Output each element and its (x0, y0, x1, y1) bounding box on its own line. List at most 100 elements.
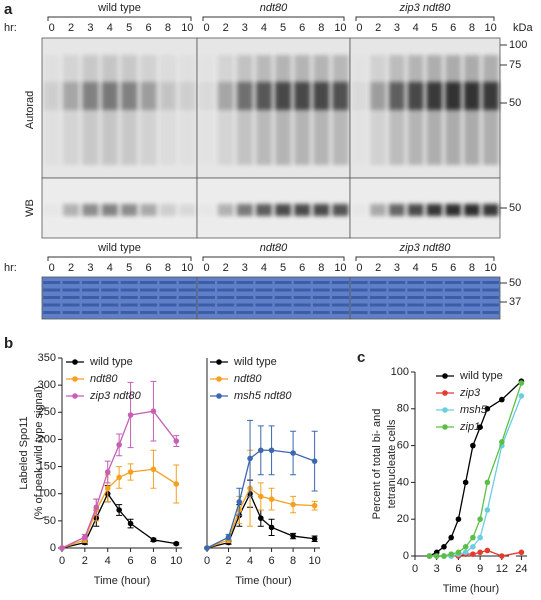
point (290, 533, 296, 539)
point (470, 534, 476, 541)
coomassie-band (159, 281, 177, 284)
coomassie-band (178, 311, 196, 314)
coomassie-band (159, 311, 177, 314)
band (43, 82, 60, 110)
point (258, 515, 264, 521)
coomassie-band (81, 288, 99, 292)
coomassie-band (101, 296, 119, 299)
legend-dot (442, 373, 448, 379)
series-line (206, 449, 315, 549)
coomassie-band (198, 311, 215, 314)
legend-dot (72, 359, 78, 365)
coomassie-band (217, 296, 235, 299)
coomassie-band (255, 281, 273, 284)
coomassie-band (351, 281, 368, 284)
y-axis-label: Percent of total bi- and (371, 409, 383, 520)
coomassie-band (120, 311, 138, 314)
coomassie-band (388, 296, 406, 299)
bracket (202, 16, 345, 21)
group-label: zip3 ndt80 (399, 2, 452, 14)
point (59, 545, 65, 551)
coomassie-band (293, 281, 311, 284)
wb-band (332, 204, 349, 216)
lane-label: 0 (49, 22, 55, 34)
lane-label: 0 (356, 262, 362, 274)
coomassie-band (369, 303, 387, 307)
point (104, 485, 111, 492)
lane-label: 3 (87, 262, 93, 274)
legend-dot (216, 393, 222, 399)
legend-label: wild type (89, 356, 133, 368)
coomassie-band (351, 296, 368, 299)
coomassie-band (236, 311, 254, 314)
coomassie-band (407, 303, 424, 307)
y-tick-label: 20 (397, 513, 409, 525)
lane-label: 3 (87, 22, 93, 34)
x-tick-label: 9 (477, 563, 483, 575)
coomassie-band (178, 296, 196, 299)
x-axis-label: Time (hour) (94, 575, 150, 587)
lane-label: 5 (431, 22, 437, 34)
band (121, 82, 138, 110)
point (518, 549, 525, 556)
coomassie-band (178, 281, 196, 284)
coomassie-band (255, 288, 273, 292)
wb-band (199, 204, 215, 216)
bracket (47, 256, 192, 261)
coomassie-band (198, 281, 215, 284)
coomassie-band (388, 288, 406, 292)
point (236, 499, 243, 505)
coomassie-band (81, 303, 99, 307)
coomassie-band (407, 296, 424, 299)
lane-label: 5 (126, 22, 132, 34)
coomassie-band (407, 281, 424, 284)
wb-band (352, 204, 368, 216)
coomassie-band (101, 281, 119, 284)
coomassie-band (81, 281, 99, 284)
point (462, 479, 469, 486)
wb-band (255, 204, 272, 216)
lane-label: 8 (165, 262, 171, 274)
coomassie-band (312, 303, 330, 307)
point (258, 447, 264, 454)
coomassie-band (369, 281, 387, 284)
coomassie-band (217, 303, 235, 307)
point (82, 534, 88, 540)
lane-label: 8 (469, 22, 475, 34)
wb-band (140, 204, 157, 216)
x-axis-label: Time (hour) (443, 583, 499, 595)
point (441, 553, 447, 559)
marker-label: 37 (509, 296, 521, 308)
point (247, 455, 253, 462)
wb-band (82, 204, 99, 216)
point (499, 439, 505, 445)
coomassie-band (274, 303, 292, 307)
lane-label: 0 (356, 22, 362, 34)
coomassie-band (444, 311, 462, 314)
point (93, 504, 100, 511)
coomassie-band (62, 281, 80, 284)
coomassie-band (255, 303, 273, 307)
lane-label: 10 (485, 262, 497, 274)
coomassie-band (236, 296, 254, 299)
coomassie-band (255, 311, 273, 314)
point (127, 412, 134, 418)
lane-label: 3 (394, 22, 400, 34)
coomassie-band (255, 296, 273, 299)
lane-label: 6 (450, 22, 456, 34)
wb-band (44, 204, 60, 216)
y-tick-label: 100 (391, 366, 409, 378)
band (101, 82, 118, 110)
y-axis-label: tetranucleate cells (386, 419, 398, 508)
coomassie-band (178, 303, 196, 307)
lane-label: 5 (280, 22, 286, 34)
panel-label: a (4, 1, 13, 18)
legend-label: ndt80 (90, 373, 118, 385)
lane-label: 4 (107, 22, 113, 34)
group-label: ndt80 (260, 2, 288, 14)
legend-dot (72, 393, 78, 399)
coomassie-band (236, 281, 254, 284)
band (62, 82, 80, 110)
marker-label: 50 (509, 277, 521, 289)
coomassie-band (120, 296, 138, 299)
